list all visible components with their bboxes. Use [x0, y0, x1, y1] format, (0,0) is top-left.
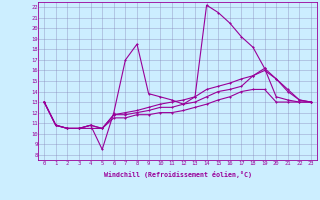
- X-axis label: Windchill (Refroidissement éolien,°C): Windchill (Refroidissement éolien,°C): [104, 171, 252, 178]
